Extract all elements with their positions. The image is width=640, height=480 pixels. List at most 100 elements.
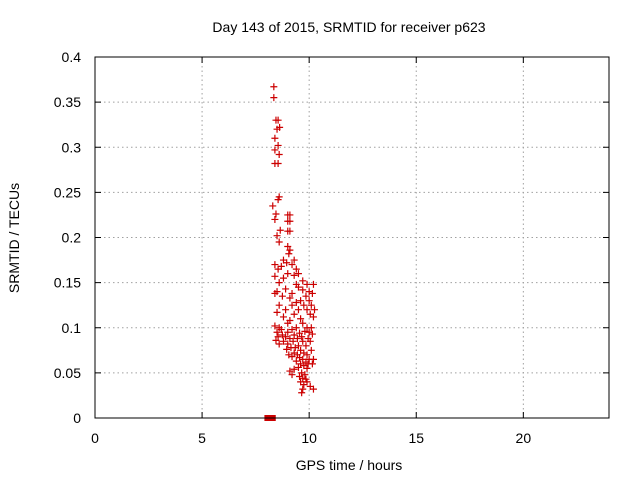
data-point-plus (290, 256, 298, 264)
chart-title: Day 143 of 2015, SRMTID for receiver p62… (212, 19, 485, 35)
data-point-plus (283, 259, 291, 267)
data-point-plus (275, 238, 283, 246)
data-point-plus (293, 335, 301, 343)
y-axis-title: SRMTID / TECUs (6, 183, 22, 293)
data-point-plus (275, 340, 283, 348)
data-point-plus (288, 326, 296, 334)
data-point-plus (271, 322, 279, 330)
y-tick-labels: 0 0.05 0.1 0.15 0.2 0.25 0.3 0.35 0.4 (54, 49, 81, 426)
data-point-plus (303, 364, 311, 372)
data-point-plus (286, 294, 294, 302)
data-point-plus (271, 215, 279, 223)
data-point-plus (286, 217, 294, 225)
data-point-plus (301, 327, 309, 335)
data-point-plus (290, 365, 298, 373)
data-point-plus (294, 270, 302, 278)
data-point-plus (275, 279, 283, 287)
data-point-plus (272, 210, 280, 218)
data-point-plus (275, 301, 283, 309)
x-tick-label: 0 (91, 430, 99, 446)
data-point-plus (298, 333, 306, 341)
data-point-plus (274, 333, 282, 341)
y-tick-label: 0.35 (54, 94, 81, 110)
data-point-plus (297, 315, 305, 323)
data-point-plus (286, 367, 294, 375)
data-point-plus (299, 286, 307, 294)
data-point-plus (286, 246, 294, 254)
data-point-plus (282, 285, 290, 293)
data-point-plus (292, 265, 300, 273)
data-point-plus (290, 271, 298, 279)
data-point-plus (288, 261, 296, 269)
data-point-plus (294, 306, 302, 314)
data-point-plus (292, 324, 300, 332)
data-point-plus (303, 306, 311, 314)
data-point-plus (299, 337, 307, 345)
data-point-plus (274, 141, 282, 149)
data-point-plus (285, 250, 293, 258)
data-point-plus (303, 351, 311, 359)
x-axis-title: GPS time / hours (296, 457, 403, 473)
data-point-plus (290, 310, 298, 318)
data-point-plus (303, 280, 311, 288)
data-point-plus (306, 337, 314, 345)
data-points (264, 83, 319, 421)
data-point-plus (311, 306, 319, 314)
y-tick-label: 0.2 (62, 230, 82, 246)
data-point-plus (272, 336, 280, 344)
data-point-plus (271, 261, 279, 269)
data-point-plus (290, 331, 298, 339)
data-point-plus (309, 313, 317, 321)
data-point-plus (271, 146, 279, 154)
data-point-plus (307, 324, 315, 332)
x-tick-label: 15 (408, 430, 424, 446)
data-point-plus (302, 292, 310, 300)
data-point-plus (276, 226, 284, 234)
data-point-plus (286, 211, 294, 219)
data-point-plus (271, 134, 279, 142)
data-point-plus (308, 289, 316, 297)
data-point-plus (274, 265, 282, 273)
data-point-plus (271, 272, 279, 280)
y-tick-label: 0.4 (62, 49, 82, 65)
y-tick-label: 0 (73, 410, 81, 426)
data-point-plus (286, 227, 294, 235)
data-point-plus (283, 345, 291, 353)
data-point-plus (308, 360, 316, 368)
data-point-plus (294, 283, 302, 291)
data-point-plus (298, 389, 306, 397)
y-tick-label: 0.25 (54, 184, 81, 200)
data-point-plus (288, 371, 296, 379)
data-point-plus (282, 306, 290, 314)
grid-lines (95, 57, 609, 418)
x-tick-label: 10 (301, 430, 317, 446)
data-point-plus (302, 342, 310, 350)
data-point-plus (300, 301, 308, 309)
data-point-plus (273, 232, 281, 240)
data-point-plus (284, 319, 292, 327)
data-point-plus (278, 292, 286, 300)
data-point-plus (292, 298, 300, 306)
data-point-plus (296, 329, 304, 337)
data-point-plus (305, 297, 313, 305)
data-point-plus (270, 83, 278, 91)
data-point-plus (307, 346, 315, 354)
data-point-plus (309, 385, 317, 393)
data-point-plus (288, 353, 296, 361)
data-point-plus (269, 202, 277, 210)
data-point-plus (275, 150, 283, 158)
data-point-plus (284, 270, 292, 278)
data-point-plus (273, 328, 281, 336)
data-point-plus (288, 289, 296, 297)
data-point-plus (284, 243, 292, 251)
data-point-plus (273, 308, 281, 316)
data-point-plus (292, 357, 300, 365)
axis-ticks (94, 56, 609, 419)
data-point-plus (291, 344, 299, 352)
data-point-plus (270, 94, 278, 102)
y-tick-label: 0.05 (54, 365, 81, 381)
data-point-plus (274, 196, 282, 204)
data-point-plus (299, 374, 307, 382)
